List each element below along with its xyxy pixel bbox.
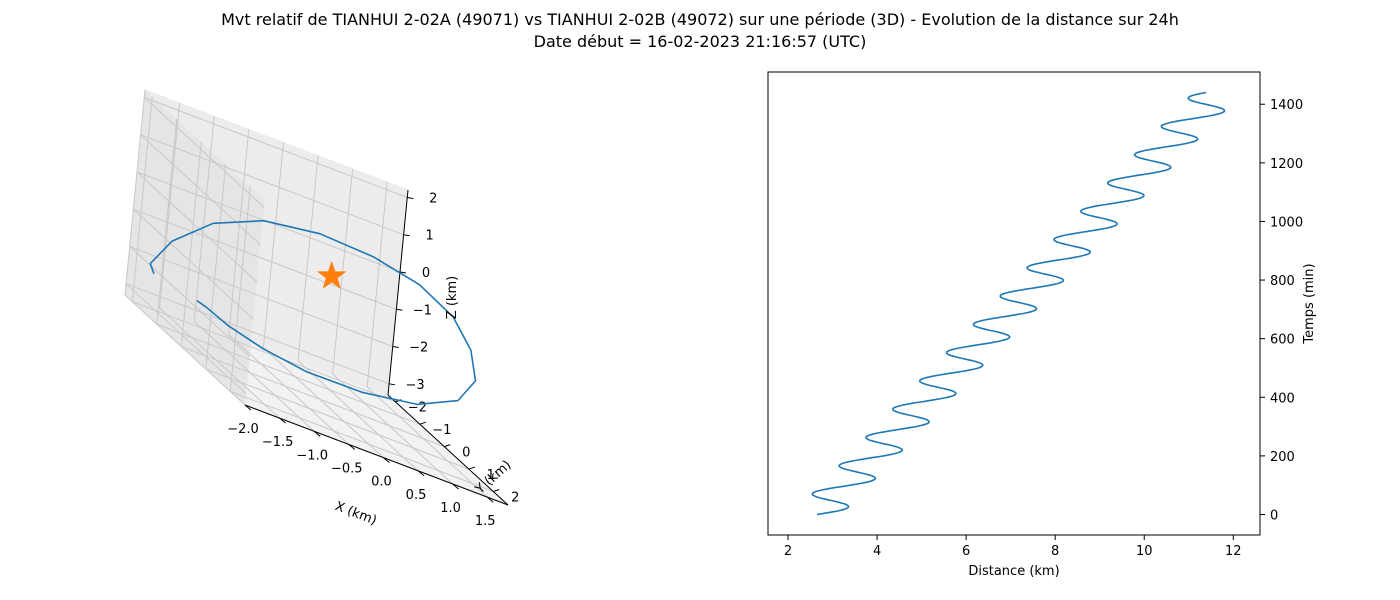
x-tick-label: −2.0	[227, 422, 259, 437]
z-tick	[392, 346, 399, 349]
time-tick-label: 400	[1270, 391, 1295, 406]
z-tick-label: −3	[406, 378, 425, 393]
z-tick	[389, 383, 396, 386]
time-tick-label: 1000	[1270, 215, 1303, 230]
x-tick	[452, 483, 459, 490]
x-tick	[244, 404, 252, 411]
y-gridline	[180, 141, 445, 448]
y-tick-label: 1	[487, 468, 495, 483]
plot-frame	[767, 71, 1261, 536]
y-gridline	[229, 186, 494, 492]
time-tick-label: 800	[1270, 274, 1295, 289]
x-tick	[486, 496, 494, 503]
z-gridline	[143, 97, 408, 208]
y-tick	[419, 421, 426, 425]
z-axis-label: Z (km)	[445, 276, 460, 319]
x-tick-label: 0.5	[406, 488, 427, 503]
distance-series	[811, 91, 1226, 516]
chart-title-line2: Date début = 16-02-2023 21:16:57 (UTC)	[533, 32, 867, 51]
z-gridline	[129, 246, 393, 357]
x-tick-label: 0.0	[371, 475, 392, 490]
z-tick	[396, 308, 403, 311]
distance-tick-label: 6	[962, 544, 970, 559]
time-axis-label: Temps (min)	[1302, 263, 1317, 344]
time-tick-label: 200	[1270, 450, 1295, 465]
z-tick	[407, 196, 414, 199]
x-axis-label: X (km)	[333, 499, 379, 529]
y-tick	[493, 489, 500, 493]
y-tick-label: 2	[511, 491, 519, 506]
distance-tick-label: 4	[873, 544, 881, 559]
z-gridline	[140, 134, 404, 246]
z-gridline	[133, 208, 397, 320]
chart-title-line1: Mvt relatif de TIANHUI 2-02A (49071) vs …	[221, 10, 1179, 29]
x-gridline	[124, 89, 246, 406]
time-tick-label: 1200	[1270, 157, 1303, 172]
x-tick	[313, 430, 321, 437]
z-tick	[403, 234, 410, 237]
z-tick-label: 2	[429, 191, 437, 206]
distance-tick-label: 10	[1136, 544, 1153, 559]
3d-axes: −2.0−1.5−1.0−0.5 0.0 0.5 1.0 1.5 −2 −1 0 1 2 2 1 0 −1…	[227, 189, 519, 529]
x-tick	[383, 457, 390, 464]
origin-star-marker	[316, 260, 347, 289]
y-axis-line	[387, 394, 509, 506]
3d-trajectory	[149, 219, 477, 406]
trajectory-line	[149, 219, 477, 406]
z-tick-label: 1	[425, 229, 433, 244]
z-tick	[399, 271, 407, 274]
z-axis-line	[387, 189, 409, 396]
y-gridline	[156, 119, 420, 425]
3d-gridlines	[124, 89, 494, 498]
distance-tick-label: 12	[1225, 544, 1242, 559]
z-gridline	[136, 171, 401, 283]
time-tick-label: 1400	[1270, 98, 1303, 113]
x-tick	[417, 470, 425, 477]
x-tick-label: −1.0	[296, 448, 328, 463]
distance-tick-label: 2	[784, 544, 792, 559]
x-tick-label: −1.5	[262, 435, 294, 450]
time-tick-label: 600	[1270, 333, 1295, 348]
distance-tick-label: 8	[1051, 544, 1059, 559]
z-gridline	[125, 283, 390, 395]
x-tick-label: 1.0	[440, 501, 461, 516]
y-tick-label: 0	[462, 446, 470, 461]
x-tick-label: −0.5	[331, 461, 363, 476]
2d-ticks: 2 4 6 8 10 12 0 200 400 600 800 1000 1200 1400	[784, 98, 1303, 559]
plot-distance-vs-time: 2 4 6 8 10 12 0 200 400 600 800 1000 1200 1400 Distan…	[767, 71, 1317, 579]
distance-line	[811, 91, 1226, 516]
x-tick	[348, 444, 356, 450]
y-gridline	[205, 164, 469, 470]
y-tick-label: −1	[432, 423, 451, 438]
y-tick	[468, 466, 475, 470]
x-tick-label: 1.5	[475, 514, 496, 529]
plot-3d-orbit: −2.0−1.5−1.0−0.5 0.0 0.5 1.0 1.5 −2 −1 0 1 2 2 1 0 −1…	[124, 88, 519, 529]
z-tick-label: −1	[413, 303, 432, 318]
x-tick	[279, 417, 286, 424]
y-gridline	[131, 96, 396, 403]
x-axis-line	[244, 404, 509, 506]
time-tick-label: 0	[1270, 508, 1278, 523]
distance-axis-label: Distance (km)	[968, 564, 1059, 579]
z-tick-label: 0	[422, 266, 430, 281]
z-tick-label: −2	[409, 341, 428, 356]
y-tick	[444, 444, 451, 448]
